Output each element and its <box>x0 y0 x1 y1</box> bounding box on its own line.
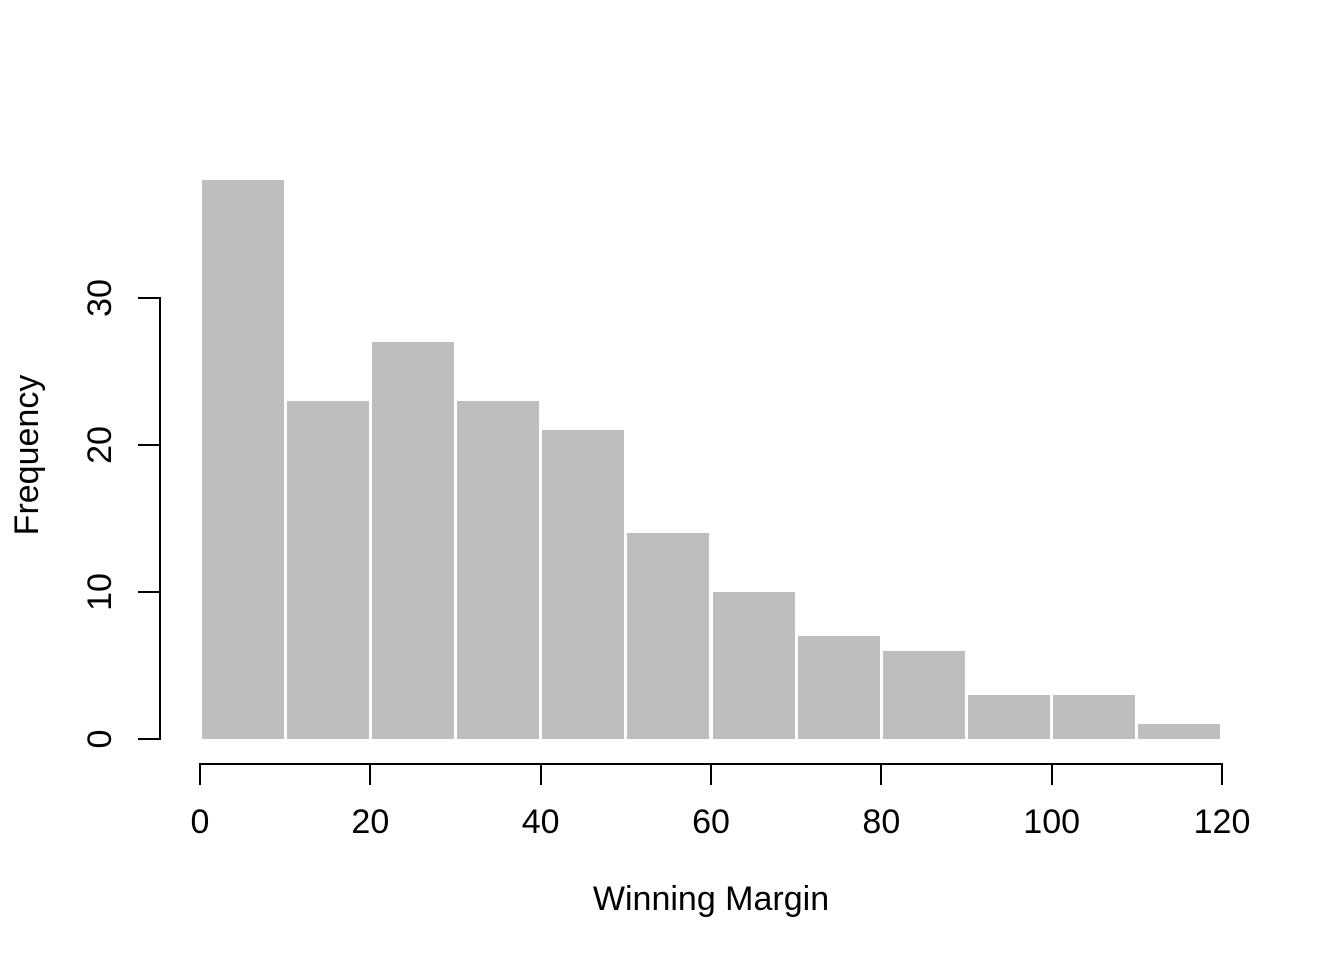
y-axis-tick-label: 10 <box>81 573 119 611</box>
y-axis-tick-label: 20 <box>81 426 119 464</box>
histogram-bar <box>968 694 1051 739</box>
x-axis-tick-label: 60 <box>692 803 730 841</box>
histogram-bar <box>1138 724 1221 739</box>
histogram-bar <box>882 650 965 739</box>
y-axis-title: Frequency <box>8 374 46 536</box>
y-axis-tick <box>138 297 160 299</box>
y-axis-tick-label: 30 <box>81 279 119 317</box>
x-axis-tick <box>880 764 883 785</box>
y-axis-line <box>159 297 161 740</box>
histogram-bar <box>712 592 795 739</box>
x-axis-tick <box>369 764 372 785</box>
histogram-bar <box>457 400 540 739</box>
histogram-bar <box>371 342 454 739</box>
x-axis-tick <box>1221 764 1223 785</box>
histogram-bar <box>627 533 710 739</box>
x-axis-tick-label: 120 <box>1193 803 1251 841</box>
x-axis-tick <box>1050 764 1053 785</box>
y-axis-tick <box>138 591 160 593</box>
x-axis-tick <box>539 764 542 785</box>
x-axis-tick-label: 20 <box>351 803 390 841</box>
x-axis-tick-label: 0 <box>190 803 210 841</box>
y-axis-tick <box>138 444 160 446</box>
x-axis-tick-label: 40 <box>521 803 560 841</box>
histogram-bar <box>542 430 625 739</box>
x-axis-tick <box>199 764 201 785</box>
y-axis-tick-label: 0 <box>81 729 119 749</box>
histogram-bar <box>797 636 880 739</box>
histogram-bar <box>286 400 369 739</box>
x-axis-title: Winning Margin <box>592 880 830 918</box>
histogram-bar <box>1053 694 1136 739</box>
y-axis-tick <box>138 738 160 740</box>
x-axis-tick-label: 80 <box>862 803 901 841</box>
x-axis-tick-label: 100 <box>1023 803 1081 841</box>
x-axis-tick <box>710 764 712 785</box>
histogram-bar <box>201 180 284 739</box>
